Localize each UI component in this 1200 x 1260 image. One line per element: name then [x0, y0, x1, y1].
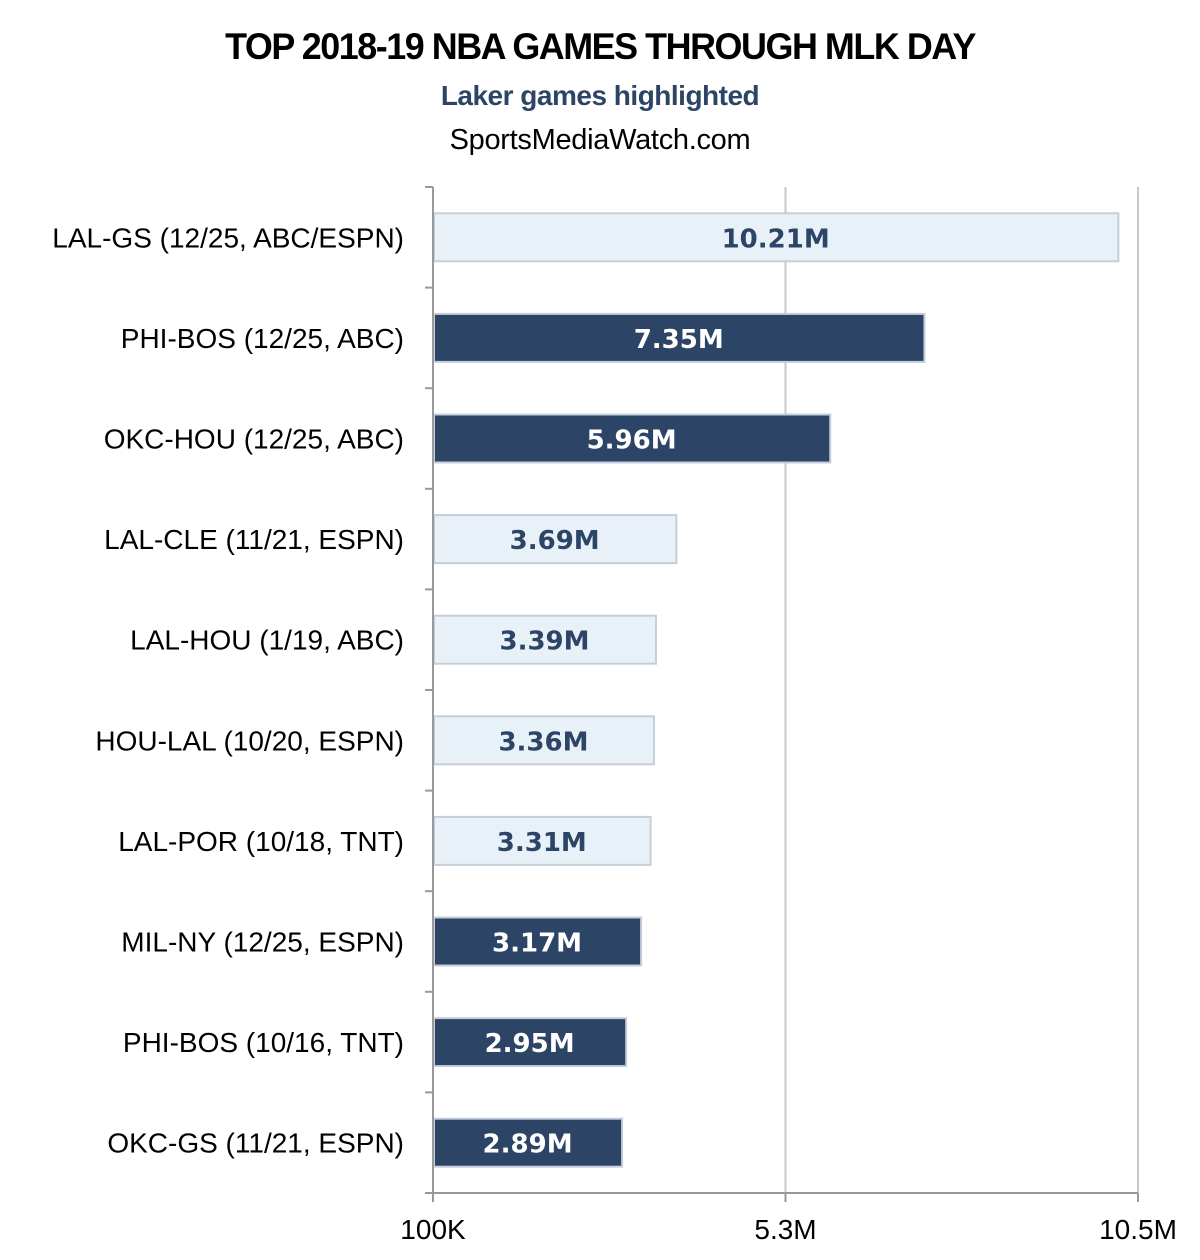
chart-title: TOP 2018-19 NBA GAMES THROUGH MLK DAY — [225, 26, 976, 67]
value-label: 3.17M — [492, 929, 582, 959]
value-label: 2.95M — [485, 1029, 575, 1059]
value-label: 3.31M — [497, 828, 587, 858]
chart-source: SportsMediaWatch.com — [449, 124, 751, 156]
chart-subtitle: Laker games highlighted — [440, 80, 760, 111]
bar-other-game — [433, 1117, 624, 1168]
value-label: 2.89M — [483, 1130, 573, 1160]
bar-laker-game — [433, 514, 678, 565]
category-label: LAL-POR (10/18, TNT) — [118, 826, 404, 857]
bar-other-game — [433, 312, 926, 363]
bar-laker-game — [433, 212, 1120, 263]
category-label: OKC-GS (11/21, ESPN) — [107, 1128, 404, 1159]
value-label: 3.36M — [498, 727, 588, 757]
bars — [433, 212, 1120, 1168]
category-label: PHI-BOS (12/25, ABC) — [121, 323, 404, 354]
category-label: LAL-GS (12/25, ABC/ESPN) — [52, 222, 404, 253]
category-label: LAL-CLE (11/21, ESPN) — [104, 524, 404, 555]
value-label: 3.69M — [510, 526, 600, 556]
bar-other-game — [433, 1017, 628, 1068]
category-label: LAL-HOU (1/19, ABC) — [130, 625, 404, 656]
value-label: 10.21M — [722, 224, 830, 254]
bar-laker-game — [433, 715, 655, 766]
category-label: OKC-HOU (12/25, ABC) — [104, 424, 404, 455]
x-tick-label: 10.5M — [1099, 1214, 1177, 1245]
bar-laker-game — [433, 614, 658, 665]
category-label: PHI-BOS (10/16, TNT) — [123, 1027, 404, 1058]
x-tick-label: 100K — [400, 1214, 466, 1245]
bar-laker-game — [433, 815, 652, 866]
value-label: 7.35M — [634, 325, 724, 355]
value-label: 5.96M — [587, 426, 677, 456]
category-label: MIL-NY (12/25, ESPN) — [121, 927, 404, 958]
x-tick-label: 5.3M — [754, 1214, 816, 1245]
category-label: HOU-LAL (10/20, ESPN) — [95, 725, 404, 756]
value-label: 3.39M — [499, 627, 589, 657]
axes — [425, 186, 1139, 1202]
labels: 100K 5.3M 10.5M 10.21M LAL-GS (12/25, ABC/ES… — [52, 222, 1177, 1245]
